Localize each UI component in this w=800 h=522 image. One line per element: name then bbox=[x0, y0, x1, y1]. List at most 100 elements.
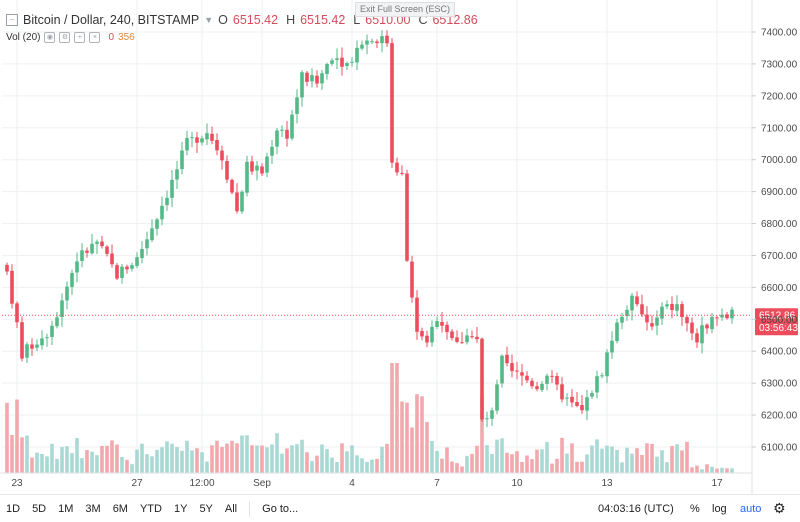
volume-bar bbox=[480, 396, 484, 473]
candle-body bbox=[555, 375, 559, 385]
y-tick-label: 6700.00 bbox=[761, 251, 798, 262]
volume-bar bbox=[430, 440, 434, 473]
candle-body bbox=[70, 272, 74, 287]
plus-icon[interactable]: + bbox=[74, 31, 86, 43]
volume-bar bbox=[180, 450, 184, 473]
candle-body bbox=[300, 72, 304, 98]
x-tick-label: 17 bbox=[711, 478, 723, 489]
volume-bar bbox=[635, 448, 639, 473]
range-1y[interactable]: 1Y bbox=[173, 502, 188, 515]
candle-body bbox=[615, 322, 619, 342]
candle-body bbox=[315, 75, 319, 84]
volume-bar bbox=[50, 443, 54, 473]
candle-body bbox=[100, 241, 104, 247]
candle-body bbox=[350, 61, 354, 63]
utc-clock[interactable]: 04:03:16 (UTC) bbox=[598, 502, 674, 515]
volume-bar bbox=[455, 463, 459, 473]
y-tick-label: 6600.00 bbox=[761, 283, 798, 294]
volume-bar bbox=[325, 449, 329, 473]
range-1m[interactable]: 1M bbox=[58, 502, 74, 515]
candle-body bbox=[80, 250, 84, 261]
volume-bar bbox=[220, 446, 224, 473]
price-axis: 6100.00 6200.00 6300.00 6400.00 6500.00 6600.… bbox=[752, 28, 798, 454]
candle-body bbox=[420, 330, 424, 337]
volume-bar bbox=[160, 447, 164, 473]
candle-body bbox=[240, 191, 244, 212]
auto-toggle[interactable]: auto bbox=[740, 502, 762, 515]
candle-body bbox=[160, 205, 164, 220]
volume-bar bbox=[330, 457, 334, 473]
volume-bar bbox=[390, 363, 394, 473]
range-5d[interactable]: 5D bbox=[32, 502, 47, 515]
range-3m[interactable]: 3M bbox=[85, 502, 101, 515]
volume-bar bbox=[545, 442, 549, 473]
range-ytd[interactable]: YTD bbox=[139, 502, 162, 515]
volume-bar bbox=[685, 441, 689, 473]
volume-bar bbox=[435, 450, 439, 473]
volume-value-ma: 0 bbox=[108, 31, 115, 43]
candle-body bbox=[720, 314, 724, 318]
candle-body bbox=[295, 97, 299, 114]
candle-body bbox=[590, 393, 594, 397]
high-value: 6515.42 bbox=[300, 13, 346, 27]
candle-body bbox=[400, 173, 404, 175]
gear-icon[interactable]: ⚙ bbox=[773, 500, 786, 516]
candle-body bbox=[165, 197, 169, 206]
collapse-icon[interactable]: – bbox=[6, 14, 18, 26]
close-key: C bbox=[418, 13, 428, 27]
candle-body bbox=[650, 323, 654, 327]
volume-bar bbox=[130, 464, 134, 473]
volume-bar bbox=[710, 466, 714, 473]
volume-bar bbox=[515, 451, 519, 473]
candle-body bbox=[95, 241, 99, 244]
volume-bar bbox=[505, 452, 509, 473]
log-toggle[interactable]: log bbox=[712, 502, 727, 515]
candle-body bbox=[225, 161, 229, 180]
volume-bar bbox=[225, 443, 229, 473]
volume-bar bbox=[450, 461, 454, 473]
candle-body bbox=[145, 239, 149, 249]
range-all[interactable]: All bbox=[224, 502, 238, 515]
candle-body bbox=[290, 114, 294, 139]
candle-body bbox=[40, 338, 44, 346]
volume-bar bbox=[235, 443, 239, 473]
candle-body bbox=[285, 129, 289, 139]
volume-bar bbox=[30, 457, 34, 473]
last-price-label: 6512.86 bbox=[759, 311, 796, 322]
last-price-badge bbox=[755, 308, 798, 336]
volume-bar bbox=[365, 461, 369, 473]
volume-bar bbox=[720, 467, 724, 473]
candle-body bbox=[90, 243, 94, 254]
high-key: H bbox=[286, 13, 296, 27]
volume-bar bbox=[585, 454, 589, 473]
x-tick-label: 7 bbox=[434, 478, 440, 489]
close-icon[interactable]: × bbox=[89, 31, 101, 43]
volume-bar bbox=[385, 443, 389, 473]
goto-button[interactable]: Go to... bbox=[262, 502, 299, 515]
range-5y[interactable]: 5Y bbox=[199, 502, 213, 515]
volume-bar bbox=[495, 439, 499, 473]
volume-bar bbox=[350, 445, 354, 473]
volume-bar bbox=[335, 462, 339, 473]
candle-body bbox=[410, 261, 414, 298]
volume-bar bbox=[725, 468, 729, 473]
symbol-title[interactable]: Bitcoin / Dollar, 240, BITSTAMP bbox=[23, 13, 200, 27]
range-1d[interactable]: 1D bbox=[6, 502, 21, 515]
candle-body bbox=[515, 370, 519, 372]
range-6m[interactable]: 6M bbox=[112, 502, 128, 515]
volume-bar bbox=[320, 444, 324, 473]
volume-label[interactable]: Vol (20) bbox=[6, 31, 41, 43]
chevron-down-icon[interactable]: ▼ bbox=[204, 15, 214, 25]
settings-icon[interactable]: ⚙ bbox=[59, 31, 71, 43]
volume-bar bbox=[115, 444, 119, 473]
volume-bar bbox=[340, 443, 344, 473]
volume-bar bbox=[570, 443, 574, 473]
percent-toggle[interactable]: % bbox=[690, 502, 700, 515]
exit-fullscreen-tooltip[interactable]: Exit Full Screen (ESC) bbox=[355, 2, 456, 17]
candle-body bbox=[130, 265, 134, 269]
candle-body bbox=[255, 165, 259, 171]
candle-body bbox=[455, 337, 459, 342]
candle-body bbox=[660, 306, 664, 319]
eye-icon[interactable]: ◉ bbox=[44, 31, 56, 43]
